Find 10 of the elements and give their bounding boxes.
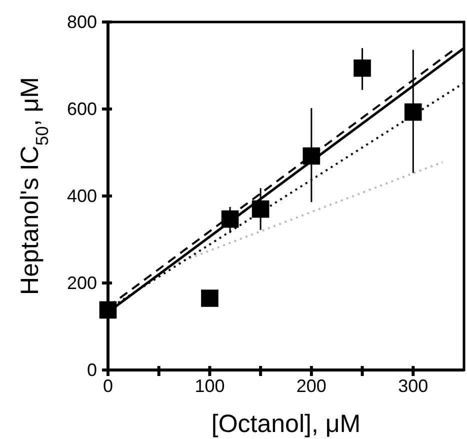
x-tick-label: 0 xyxy=(102,376,114,396)
x-tick-label: 200 xyxy=(296,376,326,396)
x-tick-label: 300 xyxy=(398,376,428,396)
y-tick-label: 0 xyxy=(86,360,97,380)
y-tick-label: 600 xyxy=(66,98,97,119)
x-axis-title: [Octanol], μM xyxy=(211,410,361,438)
y-tick-label: 200 xyxy=(66,272,97,293)
x-tick-label: 100 xyxy=(194,376,225,396)
y-tick-label: 400 xyxy=(66,186,97,206)
y-tick-label: 800 xyxy=(66,12,97,32)
